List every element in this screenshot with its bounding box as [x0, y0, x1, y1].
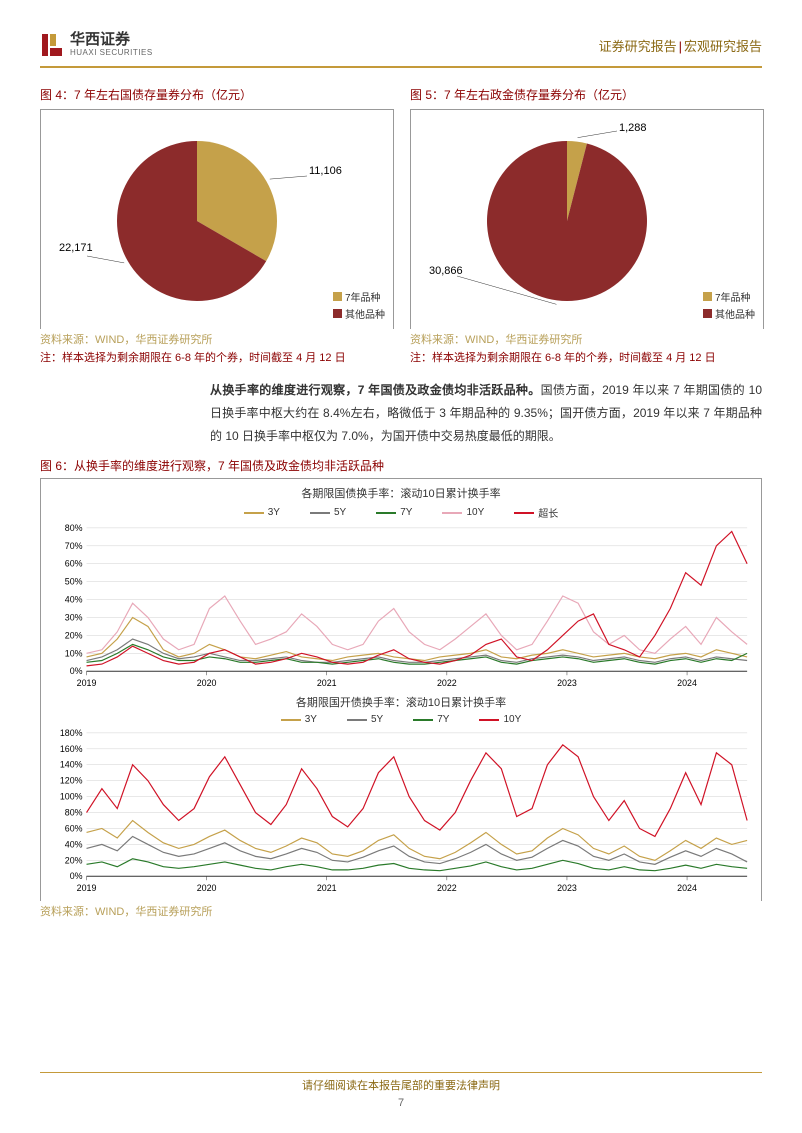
- svg-text:10%: 10%: [65, 649, 83, 659]
- svg-text:60%: 60%: [65, 559, 83, 569]
- logo-text-cn: 华西证券: [70, 32, 153, 49]
- svg-text:30%: 30%: [65, 613, 83, 623]
- svg-text:2023: 2023: [557, 884, 577, 894]
- report-type-a: 证券研究报告: [599, 39, 677, 54]
- svg-text:100%: 100%: [60, 792, 83, 802]
- fig5-source: 资料来源：WIND，华西证券研究所: [410, 331, 764, 347]
- page-footer: 请仔细阅读在本报告尾部的重要法律声明 7: [0, 1072, 802, 1109]
- svg-text:40%: 40%: [65, 840, 83, 850]
- chart2-legend: 3Y5Y7Y10Y: [45, 714, 757, 725]
- logo: 华西证券 HUAXI SECURITIES: [40, 30, 153, 60]
- svg-text:70%: 70%: [65, 541, 83, 551]
- figure-5: 图 5：7 年左右政金债存量券分布（亿元） 1,288 30,866 7年品种其他…: [410, 86, 764, 365]
- svg-text:2020: 2020: [197, 884, 217, 894]
- svg-text:0%: 0%: [70, 667, 83, 677]
- svg-text:120%: 120%: [60, 776, 83, 786]
- fig4-title: 图 4：7 年左右国债存量券分布（亿元）: [40, 86, 394, 103]
- fig5-legend: 7年品种其他品种: [703, 287, 755, 321]
- footer-text: 请仔细阅读在本报告尾部的重要法律声明: [40, 1072, 762, 1093]
- chart2-svg: 0% 20% 40% 60% 80% 100% 120% 140% 160% 180% 2019 20…: [45, 727, 757, 897]
- fig4-source: 资料来源：WIND，华西证券研究所: [40, 331, 394, 347]
- svg-text:20%: 20%: [65, 856, 83, 866]
- body-paragraph: 从换手率的维度进行观察，7 年国债及政金债均非活跃品种。国债方面，2019 年以…: [210, 379, 762, 447]
- chart1-legend: 3Y5Y7Y10Y超长: [45, 505, 757, 520]
- svg-text:1,288: 1,288: [619, 122, 647, 134]
- chart1-svg: 0% 10% 20% 30% 40% 50% 60% 70% 80% 2019 2020 2021 20…: [45, 522, 757, 692]
- svg-text:180%: 180%: [60, 728, 83, 738]
- svg-text:2024: 2024: [677, 679, 697, 689]
- svg-text:2019: 2019: [77, 679, 97, 689]
- svg-text:140%: 140%: [60, 760, 83, 770]
- header-right: 证券研究报告|宏观研究报告: [599, 36, 762, 55]
- svg-text:20%: 20%: [65, 631, 83, 641]
- fig4-legend: 7年品种其他品种: [333, 287, 385, 321]
- svg-text:2022: 2022: [437, 679, 457, 689]
- svg-text:22,171: 22,171: [59, 242, 93, 254]
- svg-text:2024: 2024: [677, 884, 697, 894]
- svg-text:0%: 0%: [70, 872, 83, 882]
- report-type-b: 宏观研究报告: [684, 39, 762, 54]
- svg-text:60%: 60%: [65, 824, 83, 834]
- figure-6: 各期限国债换手率：滚动10日累计换手率 3Y5Y7Y10Y超长 0% 10% 20%…: [40, 478, 762, 901]
- chart2-title: 各期限国开债换手率：滚动10日累计换手率: [45, 694, 757, 710]
- svg-text:2021: 2021: [317, 679, 337, 689]
- svg-text:80%: 80%: [65, 808, 83, 818]
- fig6-title: 图 6：从换手率的维度进行观察，7 年国债及政金债均非活跃品种: [40, 457, 762, 474]
- svg-text:2022: 2022: [437, 884, 457, 894]
- page-number: 7: [0, 1097, 802, 1109]
- svg-text:2021: 2021: [317, 884, 337, 894]
- fig6-source: 资料来源：WIND，华西证券研究所: [40, 903, 762, 919]
- fig4-note: 注：样本选择为剩余期限在 6-8 年的个券，时间截至 4 月 12 日: [40, 349, 394, 365]
- svg-text:2019: 2019: [77, 884, 97, 894]
- svg-text:11,106: 11,106: [309, 165, 342, 177]
- svg-text:160%: 160%: [60, 744, 83, 754]
- svg-text:50%: 50%: [65, 577, 83, 587]
- svg-text:30,866: 30,866: [429, 265, 463, 277]
- svg-text:2023: 2023: [557, 679, 577, 689]
- figure-4: 图 4：7 年左右国债存量券分布（亿元） 11,106 22,171 7年品种其他…: [40, 86, 394, 365]
- chart1-title: 各期限国债换手率：滚动10日累计换手率: [45, 485, 757, 501]
- logo-icon: [40, 30, 64, 60]
- para-bold: 从换手率的维度进行观察，7 年国债及政金债均非活跃品种。: [210, 383, 541, 397]
- fig5-title: 图 5：7 年左右政金债存量券分布（亿元）: [410, 86, 764, 103]
- fig5-note: 注：样本选择为剩余期限在 6-8 年的个券，时间截至 4 月 12 日: [410, 349, 764, 365]
- svg-text:80%: 80%: [65, 523, 83, 533]
- svg-text:40%: 40%: [65, 595, 83, 605]
- page-header: 华西证券 HUAXI SECURITIES 证券研究报告|宏观研究报告: [40, 30, 762, 68]
- svg-text:2020: 2020: [197, 679, 217, 689]
- logo-text-en: HUAXI SECURITIES: [70, 49, 153, 58]
